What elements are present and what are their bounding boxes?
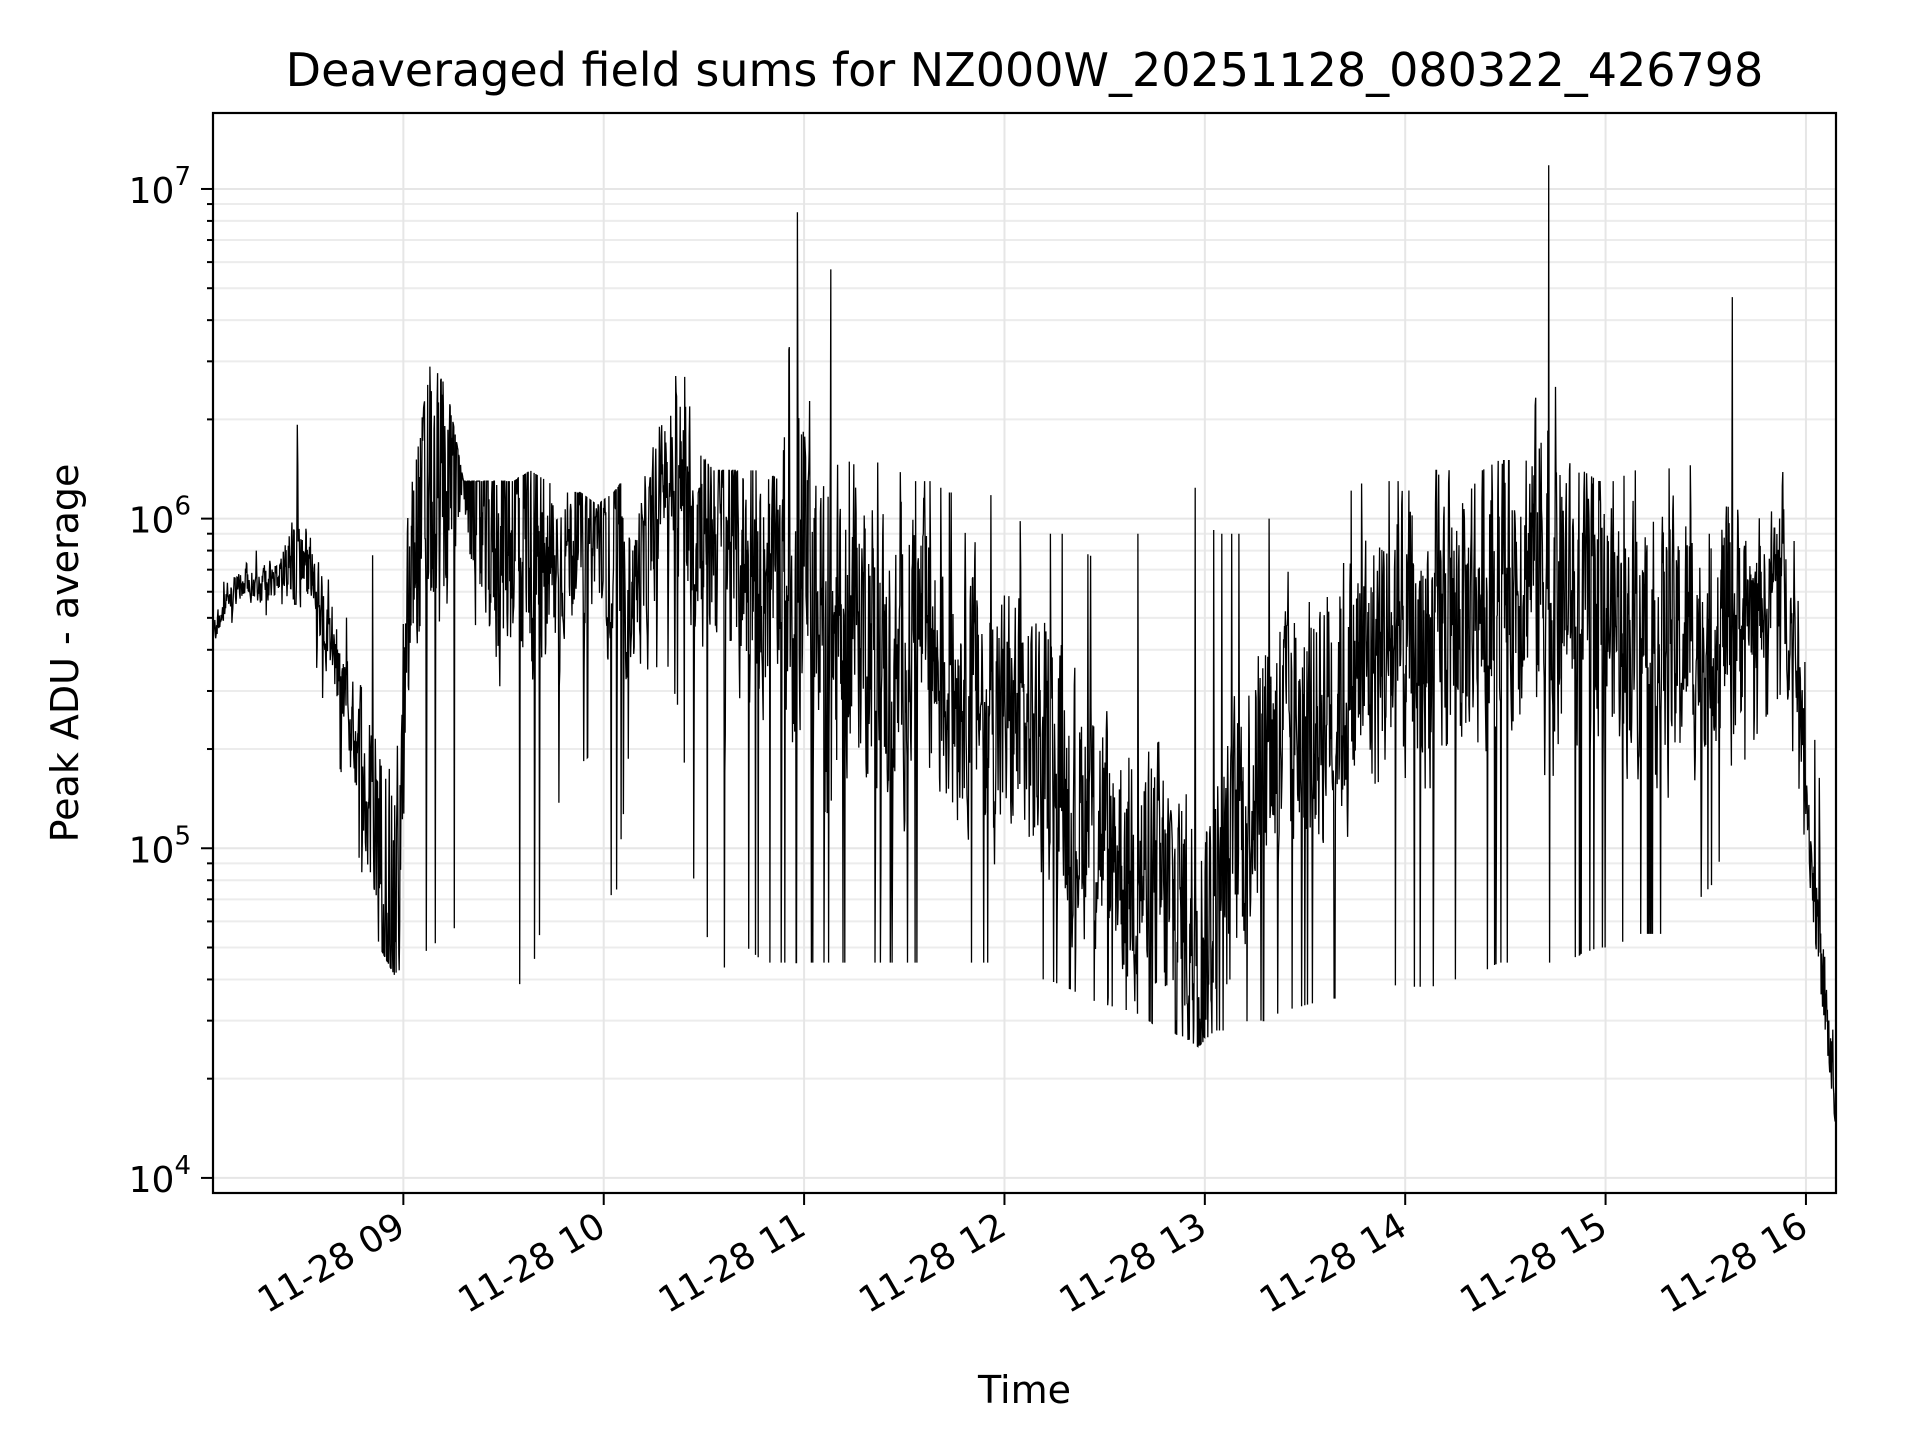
y-tick-base: 10 — [129, 830, 175, 871]
y-tick-base: 10 — [129, 1160, 175, 1201]
plot-frame — [211, 111, 1838, 1195]
series-line — [212, 165, 1837, 1122]
y-tick-label: 104 — [129, 1151, 191, 1201]
x-tick-label: 11-28 16 — [1654, 1205, 1815, 1321]
x-tick-label: 11-28 12 — [852, 1205, 1013, 1321]
y-tick-label: 106 — [129, 492, 191, 542]
series-layer — [212, 165, 1837, 1122]
y-tick-base: 10 — [129, 501, 175, 542]
y-tick-exponent: 7 — [174, 162, 191, 192]
x-tick-label: 11-28 09 — [251, 1205, 412, 1321]
y-tick-label: 105 — [129, 821, 191, 871]
grid-layer — [213, 113, 1836, 1193]
x-tick-label: 11-28 14 — [1253, 1205, 1414, 1321]
x-tick-label: 11-28 13 — [1053, 1205, 1214, 1321]
x-axis-label: Time — [977, 1368, 1071, 1412]
x-tick-label: 11-28 10 — [452, 1205, 613, 1321]
chart-title: Deaveraged field sums for NZ000W_2025112… — [286, 43, 1764, 97]
y-axis-label: Peak ADU - average — [43, 464, 87, 843]
y-tick-base: 10 — [129, 171, 175, 212]
x-tick-label: 11-28 11 — [652, 1205, 813, 1321]
y-tick-exponent: 4 — [174, 1151, 191, 1181]
x-tick-label: 11-28 15 — [1453, 1205, 1614, 1321]
y-tick-exponent: 5 — [174, 821, 191, 851]
y-tick-exponent: 6 — [174, 492, 191, 522]
y-tick-label: 107 — [129, 162, 191, 212]
